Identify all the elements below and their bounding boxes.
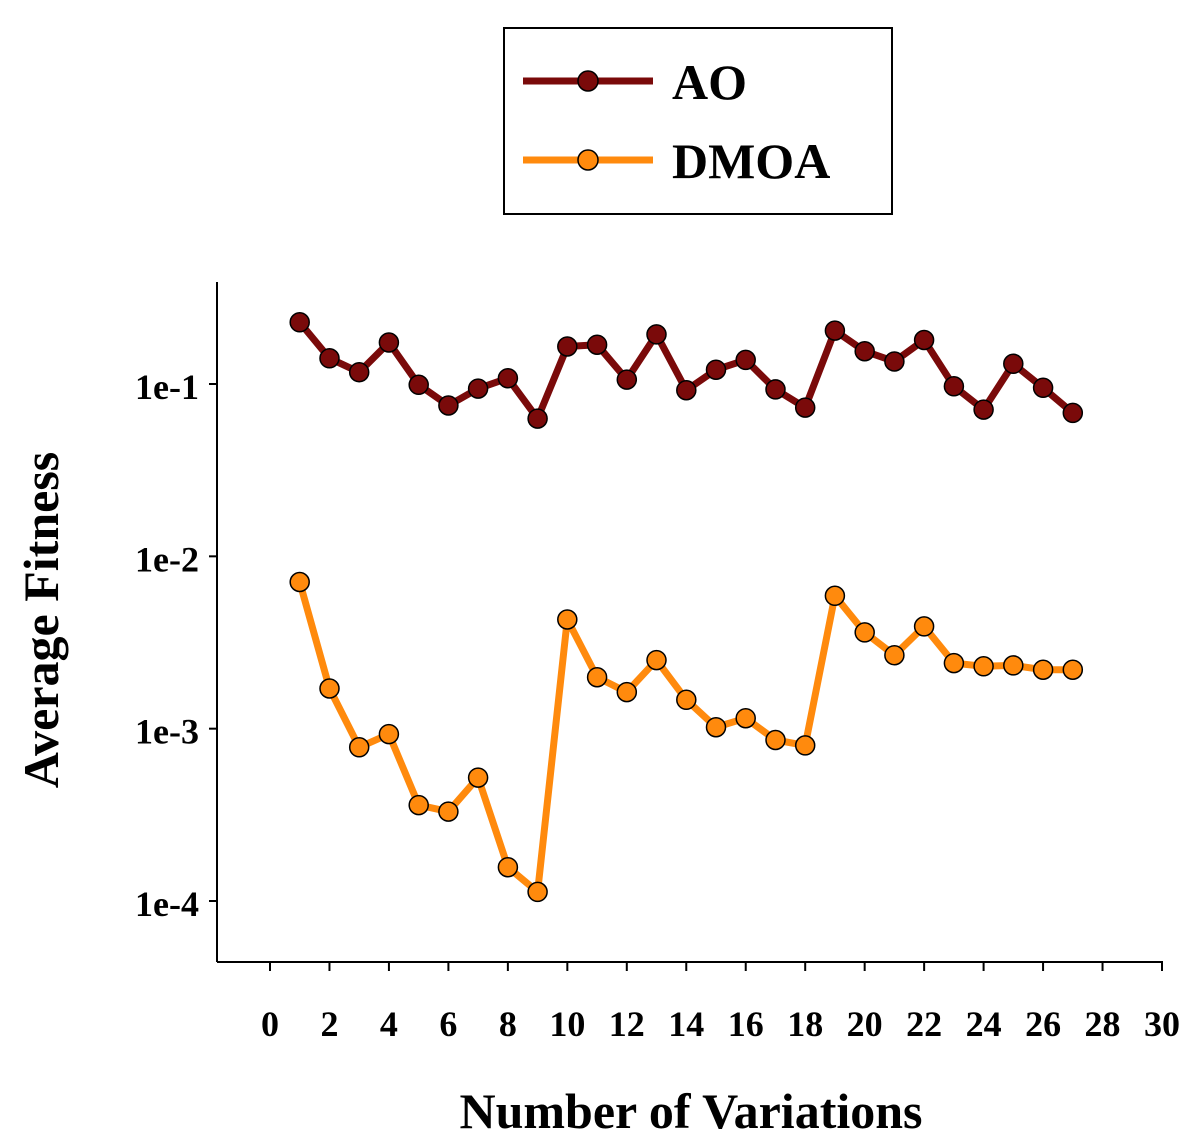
series-dmoa-point (735, 707, 756, 729)
x-tick-label: 18 (787, 1004, 823, 1044)
series-dmoa-point (586, 666, 608, 688)
x-axis-ticks: 0 2 4 6 8 10 12 14 16 18 20 22 24 26 28 30 (261, 962, 1180, 1044)
series-dmoa (289, 571, 1084, 903)
series-ao-point (408, 374, 429, 396)
legend-ao-label: AO (672, 54, 747, 110)
y-axis-title: Average Fitness (13, 452, 69, 788)
series-ao-point (467, 378, 489, 399)
legend-dmoa-marker (577, 149, 599, 171)
series-ao-point (765, 379, 786, 400)
series-ao (289, 312, 1084, 429)
x-tick-label: 0 (261, 1004, 279, 1044)
series-dmoa-point (884, 644, 905, 666)
series-dmoa-point (676, 689, 697, 711)
legend-ao-marker (577, 70, 599, 92)
series-dmoa-point (1032, 659, 1054, 680)
series-dmoa-point (557, 609, 578, 630)
x-tick-label: 6 (439, 1004, 457, 1044)
series-ao-point (943, 376, 965, 397)
series-dmoa-point (527, 881, 548, 903)
series-dmoa-point (824, 585, 846, 607)
series-dmoa-point (616, 681, 638, 703)
series-ao-point (497, 367, 519, 389)
series-ao-point (705, 359, 727, 380)
series-dmoa-point (289, 571, 310, 593)
x-tick-label: 30 (1144, 1004, 1180, 1044)
x-tick-label: 20 (847, 1004, 883, 1044)
series-dmoa-point (1062, 659, 1084, 680)
y-tick-label: 1e-4 (135, 884, 199, 924)
x-tick-label: 8 (499, 1004, 517, 1044)
series-dmoa-line (296, 578, 1077, 896)
x-tick-label: 22 (906, 1004, 942, 1044)
series-dmoa-point (408, 794, 429, 816)
series-ao-point (794, 397, 816, 418)
x-tick-label: 14 (668, 1004, 704, 1044)
series-ao-point (348, 361, 370, 383)
series-dmoa-point (1003, 655, 1024, 676)
series-ao-point (676, 379, 697, 401)
series-dmoa-point (854, 622, 875, 643)
series-dmoa-point (765, 729, 786, 751)
series-ao-point (527, 408, 548, 429)
series-dmoa-point (973, 656, 994, 677)
series-ao-point (319, 348, 340, 369)
x-tick-label: 2 (320, 1004, 338, 1044)
series-ao-point (824, 320, 846, 341)
series-ao-point (646, 324, 667, 345)
series-dmoa-point (794, 735, 816, 756)
series-ao-point (1062, 402, 1084, 424)
series-ao-point (616, 369, 638, 390)
x-tick-label: 12 (609, 1004, 645, 1044)
x-tick-label: 4 (380, 1004, 398, 1044)
y-tick-label: 1e-2 (135, 539, 199, 579)
series-dmoa-point (913, 616, 935, 637)
series-ao-point (913, 329, 935, 351)
legend-dmoa-label: DMOA (672, 133, 830, 189)
legend-box (503, 27, 893, 215)
x-tick-label: 24 (966, 1004, 1002, 1044)
series-ao-point (854, 340, 875, 362)
y-tick-label: 1e-1 (135, 367, 199, 407)
series-dmoa-point (943, 652, 965, 674)
x-tick-label: 28 (1085, 1004, 1121, 1044)
series-dmoa-point (438, 801, 459, 822)
series-dmoa-point (378, 723, 400, 745)
series-ao-point (378, 332, 400, 353)
x-tick-label: 10 (549, 1004, 585, 1044)
series-dmoa-point (497, 856, 519, 878)
x-axis-title: Number of Variations (459, 1083, 922, 1139)
series-ao-point (438, 395, 459, 416)
y-axis-ticks: 1e-4 1e-3 1e-2 1e-1 (135, 367, 217, 924)
series-dmoa-point (705, 716, 727, 738)
series-dmoa-point (319, 678, 340, 699)
series-dmoa-point (467, 767, 489, 788)
series-ao-point (1032, 377, 1054, 399)
x-tick-label: 26 (1025, 1004, 1061, 1044)
legend: AO DMOA (503, 27, 893, 215)
series-ao-point (973, 399, 994, 420)
series-ao-line (296, 318, 1077, 423)
series-ao-point (289, 312, 310, 333)
series-ao-point (884, 351, 905, 372)
series-ao-point (735, 349, 756, 371)
plot-series (289, 312, 1084, 903)
x-tick-label: 16 (728, 1004, 764, 1044)
series-dmoa-point (646, 649, 667, 671)
y-tick-label: 1e-3 (135, 712, 199, 752)
series-ao-point (586, 334, 608, 355)
series-dmoa-point (348, 737, 370, 758)
series-ao-point (557, 336, 578, 357)
series-ao-point (1003, 353, 1024, 375)
